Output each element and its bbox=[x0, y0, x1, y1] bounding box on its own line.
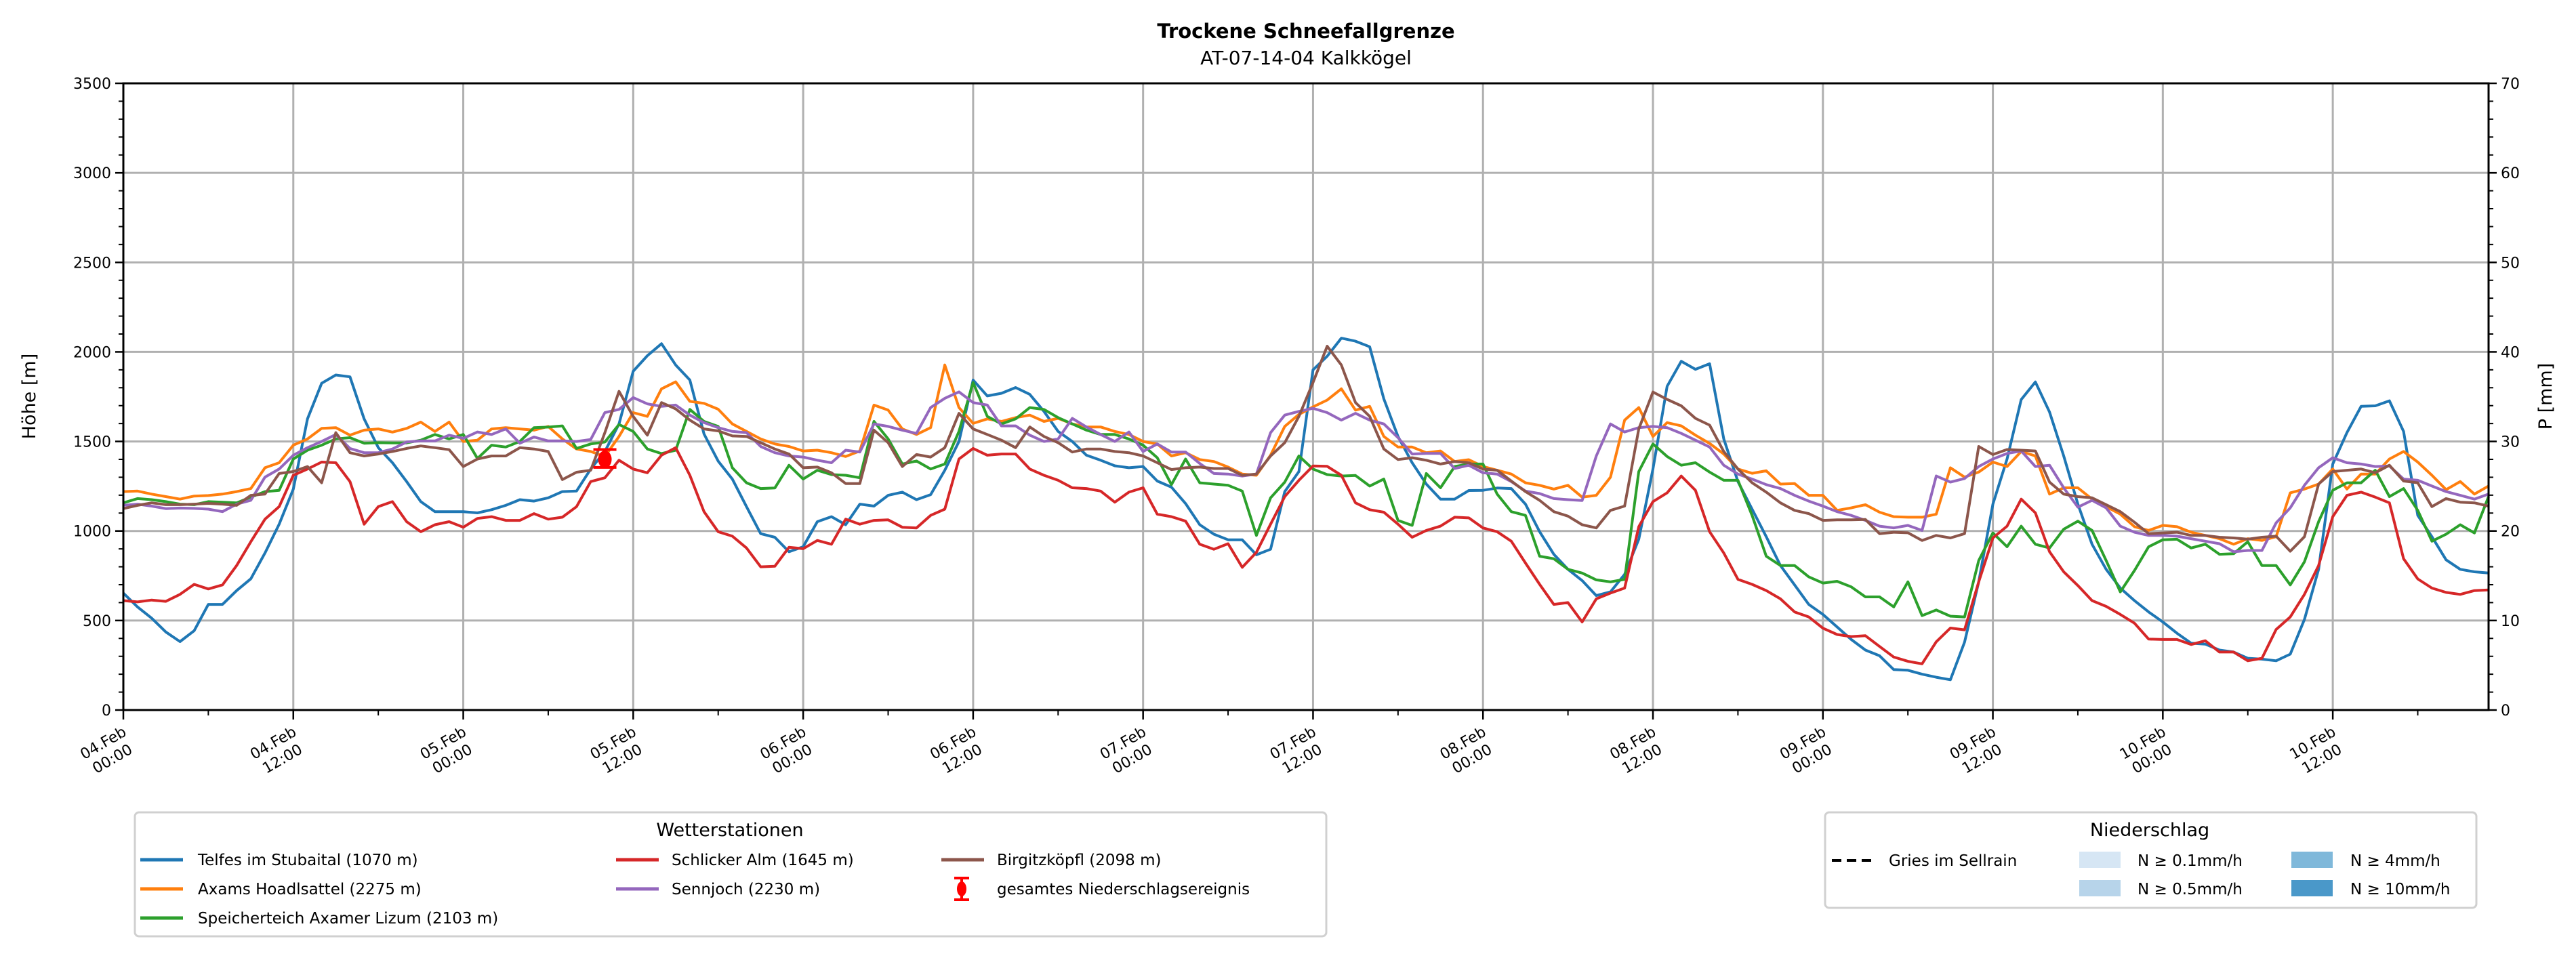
legend-label: Birgitzköpfl (2098 m) bbox=[997, 852, 1161, 869]
y2-tick-label: 40 bbox=[2501, 344, 2520, 361]
chart-title: Trockene Schneefallgrenze bbox=[1157, 20, 1454, 43]
series-line-1 bbox=[122, 337, 2489, 682]
y-tick-label: 2000 bbox=[73, 344, 111, 361]
legend-precip: Niederschlag Gries im Sellrain N ≥ 0.1mm… bbox=[1824, 811, 2478, 909]
y-tick-label: 3500 bbox=[73, 76, 111, 93]
legend-label: Axams Hoadlsattel (2275 m) bbox=[198, 881, 422, 898]
y2-tick-label: 70 bbox=[2501, 76, 2520, 93]
y2-axis-label: P [mm] bbox=[2535, 363, 2556, 430]
legend-label: N ≥ 0.1mm/h bbox=[2138, 852, 2243, 870]
legend-swatch bbox=[2291, 852, 2333, 868]
series-line-6 bbox=[123, 345, 2489, 553]
legend-label: Schlicker Alm (1645 m) bbox=[672, 852, 854, 869]
y-tick-label: 3000 bbox=[73, 165, 111, 182]
legend-label: N ≥ 4mm/h bbox=[2350, 852, 2440, 870]
legend-frame bbox=[134, 811, 1328, 938]
legend-swatch bbox=[2079, 852, 2121, 868]
y2-tick-label: 0 bbox=[2501, 703, 2510, 720]
legend-label: N ≥ 10mm/h bbox=[2350, 881, 2451, 898]
y-axis-label: Höhe [m] bbox=[19, 354, 40, 440]
series-line-5 bbox=[123, 390, 2489, 554]
y-tick-label: 500 bbox=[83, 613, 111, 630]
y-tick-label: 1500 bbox=[73, 434, 111, 451]
y-tick-label: 1000 bbox=[73, 524, 111, 541]
legend-label: Telfes im Stubaital (1070 m) bbox=[197, 852, 418, 869]
y2-tick-label: 60 bbox=[2501, 165, 2520, 182]
y2-tick-label: 30 bbox=[2501, 434, 2520, 451]
legend-errorbar-point bbox=[957, 881, 966, 896]
legend-swatch bbox=[2079, 880, 2121, 896]
legend-title: Niederschlag bbox=[2090, 820, 2209, 841]
y2-tick-label: 50 bbox=[2501, 255, 2520, 272]
legend-title: Wetterstationen bbox=[656, 820, 803, 841]
precip-event-marker bbox=[593, 448, 617, 469]
event-point bbox=[598, 451, 612, 468]
legend-label: N ≥ 0.5mm/h bbox=[2138, 881, 2243, 898]
legend-label: Speicherteich Axamer Lizum (2103 m) bbox=[198, 910, 498, 928]
legend-stations: Wetterstationen Telfes im Stubaital (107… bbox=[134, 811, 1328, 938]
y2-tick-label: 20 bbox=[2501, 524, 2520, 541]
legend-swatch bbox=[2291, 880, 2333, 896]
legend-label: gesamtes Niederschlagsereignis bbox=[997, 881, 1250, 898]
legend-label: Sennjoch (2230 m) bbox=[672, 881, 820, 898]
legend-label: Gries im Sellrain bbox=[1889, 852, 2017, 870]
series-line-4 bbox=[123, 446, 2489, 665]
series-lines bbox=[122, 337, 2490, 682]
y2-tick-label: 10 bbox=[2501, 613, 2520, 630]
plot-frame bbox=[122, 82, 2490, 711]
y-tick-label: 0 bbox=[102, 703, 111, 720]
chart-subtitle: AT-07-14-04 Kalkkögel bbox=[1200, 47, 1412, 69]
y-tick-label: 2500 bbox=[73, 255, 111, 272]
